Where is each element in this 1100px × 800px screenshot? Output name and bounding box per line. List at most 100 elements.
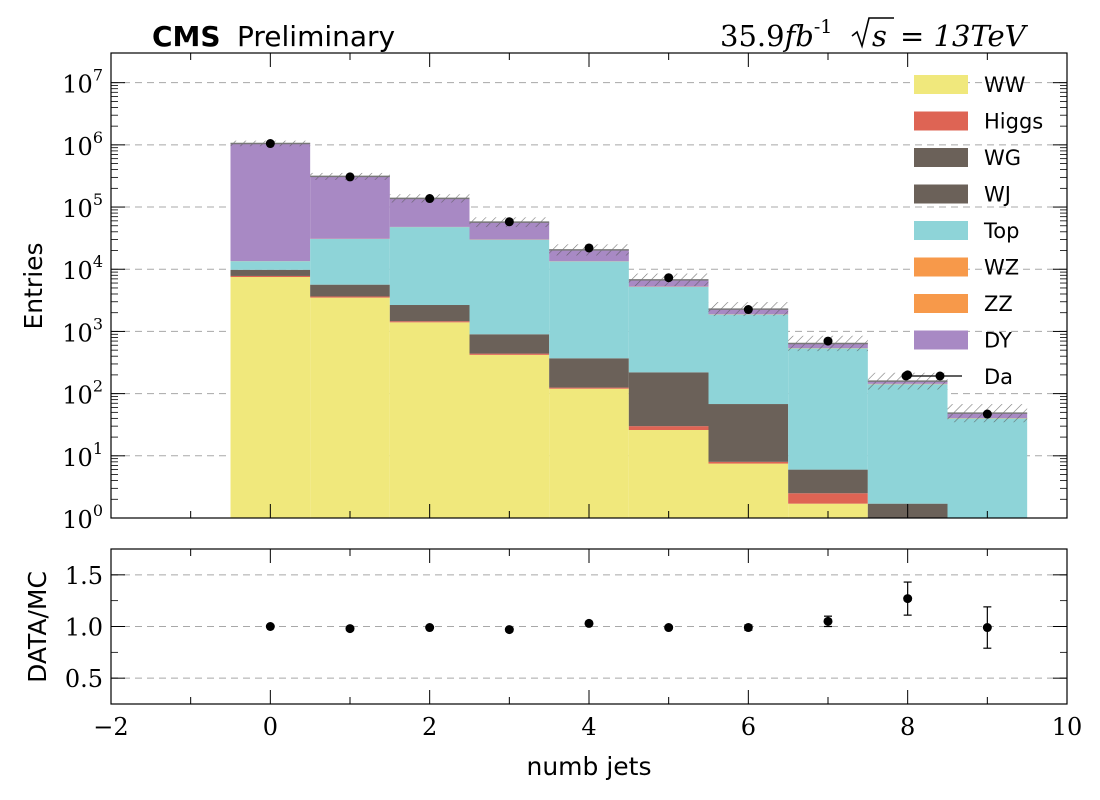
data-point-1 bbox=[345, 172, 355, 182]
bar-ww-1 bbox=[310, 297, 390, 518]
main-y-tick-label: 105 bbox=[62, 190, 103, 223]
lumi-label: 35.9fb-1 bbox=[720, 16, 832, 53]
data-point-9 bbox=[982, 409, 992, 419]
bar-higgs-4 bbox=[549, 387, 629, 389]
bar-wj-2 bbox=[389, 305, 470, 322]
bar-top-0 bbox=[230, 261, 311, 270]
ratio-point-9 bbox=[982, 623, 992, 633]
ratio-point-8 bbox=[903, 594, 913, 604]
bar-wj-0 bbox=[230, 269, 311, 276]
bar-top-4 bbox=[549, 261, 629, 359]
bar-ww-2 bbox=[389, 322, 470, 518]
tick-base: 10 bbox=[62, 133, 93, 161]
x-tick-label: 10 bbox=[1052, 713, 1083, 741]
ratio-point-7 bbox=[823, 616, 833, 626]
ratio-point-5 bbox=[664, 623, 674, 633]
tick-exponent: 4 bbox=[93, 252, 103, 271]
ratio-axis-ticks: 0.5 1.0 1.5 −2 0 2 4 6 8 10 bbox=[65, 549, 1082, 741]
x-tick-label: −2 bbox=[93, 713, 128, 741]
tick-exponent: 0 bbox=[93, 501, 103, 520]
legend-label-wj: WJ bbox=[984, 183, 1011, 207]
legend-swatch-wg bbox=[914, 148, 968, 167]
tick-exponent: 6 bbox=[93, 128, 103, 147]
tick-base: 10 bbox=[62, 382, 93, 410]
x-tick-label: 8 bbox=[900, 713, 915, 741]
main-y-axis-title: Entries bbox=[19, 242, 48, 329]
data-point-5 bbox=[664, 273, 674, 283]
tick-exponent: 5 bbox=[93, 190, 103, 209]
tick-base: 10 bbox=[62, 195, 93, 223]
data-point-7 bbox=[823, 336, 833, 346]
tick-exponent: 7 bbox=[93, 66, 103, 85]
main-y-tick-label: 102 bbox=[62, 377, 103, 410]
bar-ww-3 bbox=[469, 354, 550, 518]
ratio-y-tick-label: 0.5 bbox=[65, 665, 103, 693]
bar-higgs-7 bbox=[788, 493, 868, 504]
legend-label-higgs: Higgs bbox=[984, 110, 1043, 134]
experiment-label: CMS bbox=[152, 20, 221, 53]
legend-label-top: Top bbox=[983, 219, 1019, 243]
sqrt-symbol bbox=[851, 17, 894, 49]
tick-base: 10 bbox=[62, 444, 93, 472]
data-point-4 bbox=[584, 243, 594, 253]
legend-data-marker bbox=[901, 371, 911, 381]
bar-ww-0 bbox=[230, 277, 311, 518]
bar-top-3 bbox=[469, 239, 550, 335]
data-point-3 bbox=[504, 217, 514, 227]
bar-higgs-1 bbox=[310, 296, 390, 298]
legend-label-data: Da bbox=[984, 365, 1013, 389]
bar-higgs-3 bbox=[469, 353, 550, 355]
legend-label-wg: WG bbox=[984, 146, 1021, 170]
bar-wj-6 bbox=[708, 404, 789, 462]
lumi-value: 35.9 bbox=[720, 19, 785, 53]
ratio-point-3 bbox=[504, 625, 514, 635]
bar-top-7 bbox=[788, 348, 868, 470]
legend-label-wz: WZ bbox=[984, 256, 1019, 280]
bar-wj-4 bbox=[549, 358, 629, 388]
x-axis-title: numb jets bbox=[526, 752, 651, 781]
ratio-y-tick-label: 1.5 bbox=[65, 562, 103, 590]
bar-wj-5 bbox=[628, 372, 709, 427]
main-y-tick-label: 104 bbox=[62, 252, 103, 285]
bar-higgs-0 bbox=[230, 275, 311, 278]
main-y-tick-label: 100 bbox=[62, 501, 103, 534]
legend-label-ww: WW bbox=[984, 73, 1026, 97]
bar-top-5 bbox=[628, 286, 709, 373]
legend-swatch-ww bbox=[914, 75, 968, 94]
legend-data-marker bbox=[935, 371, 945, 381]
status-label: Preliminary bbox=[237, 20, 395, 53]
tick-exponent: 3 bbox=[93, 314, 103, 333]
x-tick-label: 2 bbox=[422, 713, 437, 741]
lumi-exponent: -1 bbox=[814, 16, 833, 38]
bar-top-8 bbox=[867, 384, 948, 504]
legend: WW Higgs WG WJ Top WZ ZZ DY Da bbox=[901, 73, 1043, 389]
data-point-6 bbox=[743, 305, 753, 315]
bar-wj-7 bbox=[788, 469, 868, 494]
legend-swatch-zz bbox=[914, 294, 968, 313]
x-tick-label: 4 bbox=[581, 713, 596, 741]
main-y-tick-label: 107 bbox=[62, 66, 103, 99]
data-points bbox=[265, 139, 992, 419]
bar-top-2 bbox=[389, 227, 470, 306]
data-point-2 bbox=[425, 194, 435, 204]
bar-ww-5 bbox=[628, 430, 709, 518]
legend-swatch-wj bbox=[914, 184, 968, 204]
ratio-points bbox=[265, 581, 992, 649]
tick-base: 10 bbox=[62, 71, 93, 99]
bar-ww-7 bbox=[788, 503, 868, 518]
lumi-unit: fb bbox=[783, 19, 814, 53]
energy-label: = 13TeV bbox=[900, 19, 1029, 53]
tick-exponent: 2 bbox=[93, 377, 103, 396]
tick-base: 10 bbox=[62, 506, 93, 534]
bar-higgs-2 bbox=[389, 321, 470, 323]
legend-label-dy: DY bbox=[984, 329, 1012, 353]
bar-wj-3 bbox=[469, 334, 550, 354]
tick-exponent: 1 bbox=[93, 439, 103, 458]
bar-top-9 bbox=[947, 418, 1028, 518]
data-point-0 bbox=[265, 139, 275, 149]
stacked-histogram bbox=[230, 140, 1028, 518]
legend-label-zz: ZZ bbox=[984, 292, 1013, 316]
ratio-y-tick-label: 1.0 bbox=[65, 614, 103, 642]
